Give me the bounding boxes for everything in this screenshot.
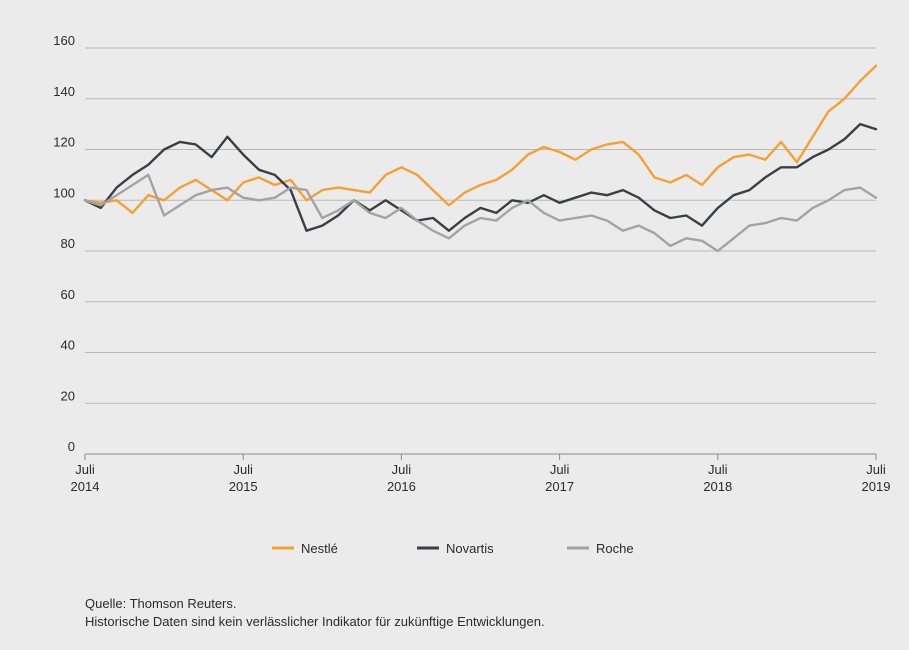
y-tick-label: 120 [53,135,75,150]
source-note: Quelle: Thomson Reuters. [85,596,237,611]
grid-lines [85,47,876,455]
y-tick-label: 160 [53,33,75,48]
legend-label-2: Roche [596,541,634,556]
y-tick-label: 60 [61,287,75,302]
y-tick-label: 0 [68,439,75,454]
x-tick-label: Juli [75,462,95,477]
legend-label-0: Nestlé [301,541,338,556]
y-axis-ticks: 0 20 40 60 80 100 120 140 160 [53,33,75,454]
x-tick-year: 2016 [387,479,416,494]
series-line-1 [83,122,878,232]
x-tick-year: 2015 [229,479,258,494]
disclaimer-note: Historische Daten sind kein verlässliche… [85,614,545,629]
x-axis: Juli 2014 Juli 2015 Juli 2016 Juli 2017 Juli 2018… [71,454,891,494]
y-tick-label: 140 [53,84,75,99]
x-tick-label: Juli [708,462,728,477]
y-tick-label: 20 [61,388,75,403]
legend-label-1: Novartis [446,541,494,556]
series-lines [83,64,878,253]
x-tick-year: 2018 [703,479,732,494]
x-tick-year: 2019 [862,479,891,494]
x-tick-label: Juli [233,462,253,477]
legend: Nestlé Novartis Roche [272,541,634,556]
series-line-2 [83,173,878,253]
y-tick-label: 100 [53,185,75,200]
x-tick-label: Juli [866,462,886,477]
y-tick-label: 80 [61,236,75,251]
x-tick-label: Juli [550,462,570,477]
x-tick-label: Juli [392,462,412,477]
y-tick-label: 40 [61,338,75,353]
x-tick-year: 2014 [71,479,100,494]
series-line-0 [83,64,878,215]
x-tick-year: 2017 [545,479,574,494]
